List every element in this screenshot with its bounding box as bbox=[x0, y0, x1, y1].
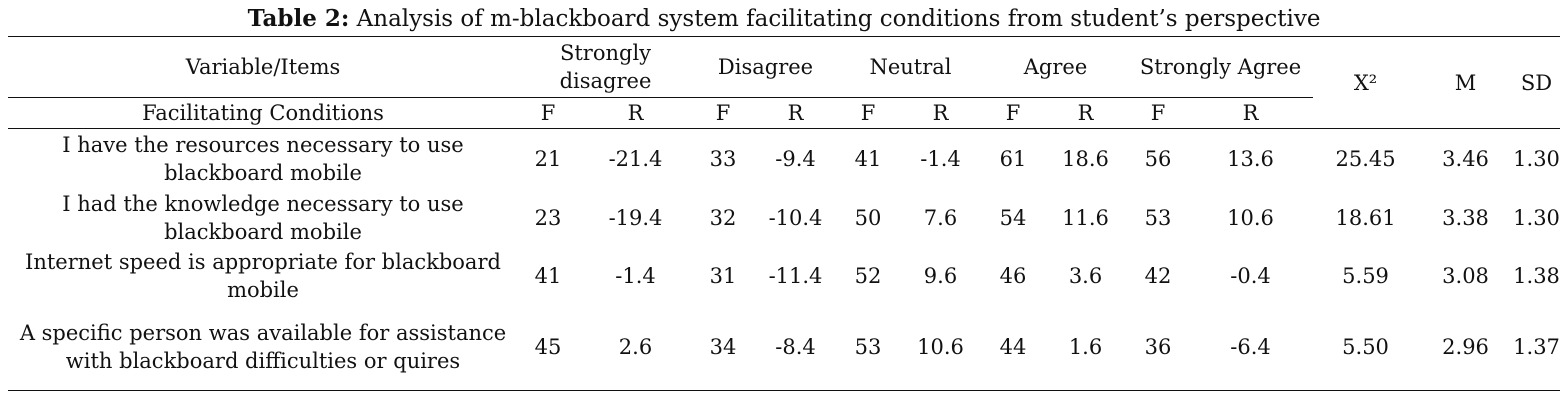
cell-f: 52 bbox=[854, 263, 882, 288]
header-mean: M bbox=[1418, 36, 1514, 129]
header-strongly-agree: Strongly Agree bbox=[1128, 36, 1314, 98]
cell-chi-square: 18.61 bbox=[1335, 205, 1396, 230]
cell-mean: 2.96 bbox=[1418, 304, 1514, 391]
header-strongly-disagree: Strongly disagree bbox=[518, 36, 693, 98]
cell-r: -21.4 bbox=[578, 128, 693, 189]
cell-mean: 3.08 bbox=[1442, 263, 1489, 288]
cell-f: 53 bbox=[838, 304, 898, 391]
cell-f: 34 bbox=[693, 304, 753, 391]
subheader-f: F bbox=[693, 97, 753, 129]
cell-chi-square: 25.45 bbox=[1313, 128, 1419, 189]
cell-f: 33 bbox=[693, 128, 753, 189]
table-row: Internet speed is appropriate for blackb… bbox=[8, 247, 1560, 305]
cell-f: 41 bbox=[838, 128, 898, 189]
cell-f: 36 bbox=[1128, 304, 1189, 391]
header-chi-square: X² bbox=[1313, 36, 1419, 129]
cell-r: -1.4 bbox=[615, 263, 656, 288]
cell-f: 61 bbox=[983, 128, 1044, 189]
caption-text: Analysis of m-blackboard system facilita… bbox=[356, 6, 1321, 32]
table-caption: Table 2: Analysis of m-blackboard system… bbox=[0, 4, 1568, 34]
header-disagree: Disagree bbox=[693, 36, 838, 98]
cell-f: 32 bbox=[709, 205, 737, 230]
cell-f: 54 bbox=[999, 205, 1027, 230]
cell-r: -19.4 bbox=[608, 205, 663, 230]
cell-sd: 1.30 bbox=[1513, 128, 1561, 189]
cell-r: 13.6 bbox=[1188, 128, 1314, 189]
facilitating-conditions-table: Variable/Items Strongly disagree Disagre… bbox=[8, 36, 1561, 391]
subheader-r: R bbox=[1043, 97, 1129, 129]
cell-f: 21 bbox=[518, 128, 578, 189]
item-text: A specific person was available for assi… bbox=[8, 304, 518, 391]
cell-sd: 1.38 bbox=[1513, 263, 1560, 288]
cell-r: -9.4 bbox=[753, 128, 838, 189]
item-text: I have the resources necessary to use bl… bbox=[8, 128, 518, 189]
cell-f: 23 bbox=[534, 205, 562, 230]
cell-r: -8.4 bbox=[753, 304, 838, 391]
subheader-r: R bbox=[898, 97, 984, 129]
header-variable: Variable/Items bbox=[8, 36, 518, 98]
subheader-r: R bbox=[753, 97, 838, 129]
table-row: A specific person was available for assi… bbox=[8, 304, 1561, 391]
cell-f: 45 bbox=[518, 304, 578, 391]
cell-sd: 1.37 bbox=[1513, 304, 1561, 391]
cell-r: 1.6 bbox=[1043, 304, 1129, 391]
cell-f: 53 bbox=[1144, 205, 1172, 230]
header-row: Variable/Items Strongly disagree Disagre… bbox=[8, 36, 1561, 129]
cell-sd: 1.30 bbox=[1513, 205, 1560, 230]
cell-f: 41 bbox=[534, 263, 562, 288]
item-text: Internet speed is appropriate for blackb… bbox=[25, 249, 501, 302]
cell-f: 46 bbox=[999, 263, 1027, 288]
subheader-f: F bbox=[983, 97, 1044, 129]
cell-f: 50 bbox=[854, 205, 882, 230]
cell-r: 3.6 bbox=[1068, 263, 1103, 288]
subheader-r: R bbox=[578, 97, 693, 129]
subheader-f: F bbox=[838, 97, 898, 129]
table-row: I have the resources necessary to use bl… bbox=[8, 128, 1561, 189]
section-label: Facilitating Conditions bbox=[8, 97, 518, 129]
cell-r: 10.6 bbox=[898, 304, 984, 391]
header-neutral: Neutral bbox=[838, 36, 984, 98]
item-text: I had the knowledge necessary to use bla… bbox=[62, 191, 464, 244]
cell-f: 44 bbox=[983, 304, 1044, 391]
cell-r: -10.4 bbox=[768, 205, 823, 230]
cell-r: -6.4 bbox=[1188, 304, 1314, 391]
header-agree: Agree bbox=[983, 36, 1129, 98]
table-row: I had the knowledge necessary to use bla… bbox=[8, 189, 1560, 247]
cell-f: 56 bbox=[1128, 128, 1189, 189]
cell-f: 31 bbox=[709, 263, 737, 288]
cell-f: 42 bbox=[1144, 263, 1172, 288]
subheader-f: F bbox=[518, 97, 578, 129]
cell-mean: 3.46 bbox=[1418, 128, 1514, 189]
cell-r: 18.6 bbox=[1043, 128, 1129, 189]
cell-r: 9.6 bbox=[923, 263, 958, 288]
cell-mean: 3.38 bbox=[1442, 205, 1489, 230]
cell-r: 11.6 bbox=[1062, 205, 1109, 230]
cell-r: -1.4 bbox=[898, 128, 984, 189]
cell-r: 7.6 bbox=[923, 205, 958, 230]
caption-label: Table 2: bbox=[247, 5, 350, 32]
cell-chi-square: 5.59 bbox=[1342, 263, 1389, 288]
cell-r: -11.4 bbox=[768, 263, 823, 288]
cell-r: 10.6 bbox=[1227, 205, 1274, 230]
header-sd: SD bbox=[1513, 36, 1561, 129]
subheader-f: F bbox=[1128, 97, 1189, 129]
cell-r: 2.6 bbox=[578, 304, 693, 391]
subheader-row: Facilitating Conditions F R F R F R F R … bbox=[8, 97, 1560, 129]
subheader-r: R bbox=[1188, 97, 1314, 129]
cell-r: -0.4 bbox=[1230, 263, 1271, 288]
cell-chi-square: 5.50 bbox=[1313, 304, 1419, 391]
